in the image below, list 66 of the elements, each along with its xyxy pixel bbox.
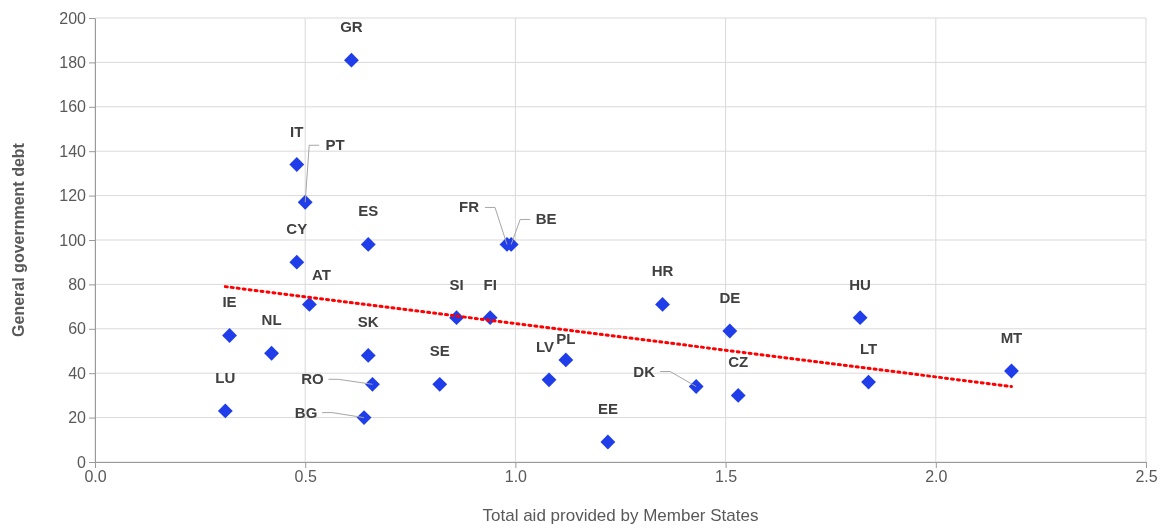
x-tick-label: 2.0 — [925, 468, 948, 486]
point — [289, 157, 305, 172]
annotation: ES — [358, 202, 379, 220]
annotation: CY — [286, 220, 308, 238]
y-tick-label: 180 — [59, 54, 87, 72]
point — [301, 296, 317, 312]
point — [264, 345, 279, 361]
annotation: BG — [294, 403, 318, 421]
point — [730, 387, 746, 403]
annotation: RO — [301, 370, 325, 388]
annotation: NL — [261, 311, 282, 329]
point — [360, 348, 376, 363]
annotation: LV — [536, 337, 555, 355]
y-tick-label: 160 — [59, 98, 87, 116]
point — [558, 352, 574, 368]
annotation: HR — [651, 262, 674, 280]
y-tick-label: 60 — [68, 320, 87, 338]
y-tick-label: 80 — [68, 276, 87, 294]
point — [360, 237, 376, 252]
annotation: MT — [1000, 328, 1023, 346]
annotation: FI — [483, 275, 497, 293]
x-axis-title: Total aid provided by Member States — [482, 506, 759, 525]
y-tick-label: 100 — [59, 231, 87, 249]
annotation: LT — [859, 340, 878, 358]
annotation: IT — [290, 122, 304, 140]
x-tick-label: 0.0 — [84, 468, 107, 486]
x-tick-label: 2.5 — [1135, 468, 1158, 486]
point — [655, 296, 670, 312]
y-tick-label: 140 — [59, 142, 87, 160]
annotation: HU — [849, 275, 871, 293]
annotation: EE — [597, 400, 618, 418]
y-tick-label: 120 — [59, 187, 87, 205]
annotation: SE — [429, 342, 450, 360]
y-tick-label: 40 — [68, 364, 87, 382]
y-tick-label: 20 — [68, 409, 87, 427]
annotation: CZ — [728, 353, 749, 371]
point — [541, 372, 557, 388]
annotation: PT — [325, 136, 345, 154]
annotation: SI — [449, 275, 464, 293]
x-tick-label: 1.0 — [504, 468, 528, 486]
point — [722, 323, 738, 339]
point — [432, 376, 448, 392]
x-tick-label: 1.5 — [714, 468, 738, 486]
annotation: SK — [357, 313, 379, 331]
annotation: DK — [633, 362, 656, 380]
point — [289, 254, 305, 270]
point — [365, 376, 380, 392]
annotation: IE — [222, 293, 237, 311]
annotation: GR — [340, 18, 363, 36]
point — [861, 374, 876, 390]
y-tick-label: 200 — [59, 9, 87, 27]
point — [344, 52, 359, 68]
x-tick-label: 0.5 — [294, 468, 317, 486]
point — [222, 328, 237, 343]
annotation: FR — [458, 198, 480, 216]
y-tick-label: 0 — [77, 453, 87, 471]
annotation: AT — [311, 266, 331, 284]
point — [217, 403, 233, 419]
point — [600, 434, 616, 450]
point — [688, 379, 704, 394]
annotation: PL — [556, 329, 576, 347]
annotation: LU — [215, 368, 236, 386]
y-axis-title: General government debt — [10, 142, 27, 337]
annotation: BE — [535, 210, 557, 228]
point — [852, 310, 868, 326]
annotation: DE — [719, 289, 741, 307]
